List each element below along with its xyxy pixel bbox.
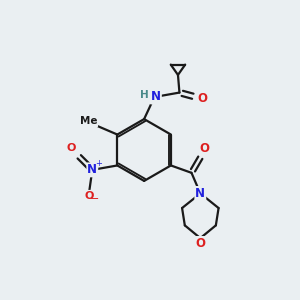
Text: Me: Me xyxy=(80,116,97,126)
Text: +: + xyxy=(95,160,102,169)
Text: N: N xyxy=(195,187,205,200)
Text: O: O xyxy=(195,237,205,250)
Text: N: N xyxy=(151,91,161,103)
Text: H: H xyxy=(140,90,148,100)
Text: O: O xyxy=(200,142,210,155)
Text: O: O xyxy=(197,92,207,105)
Text: N: N xyxy=(87,164,97,176)
Text: O: O xyxy=(66,143,76,153)
Text: O: O xyxy=(85,191,94,201)
Text: −: − xyxy=(90,194,99,204)
